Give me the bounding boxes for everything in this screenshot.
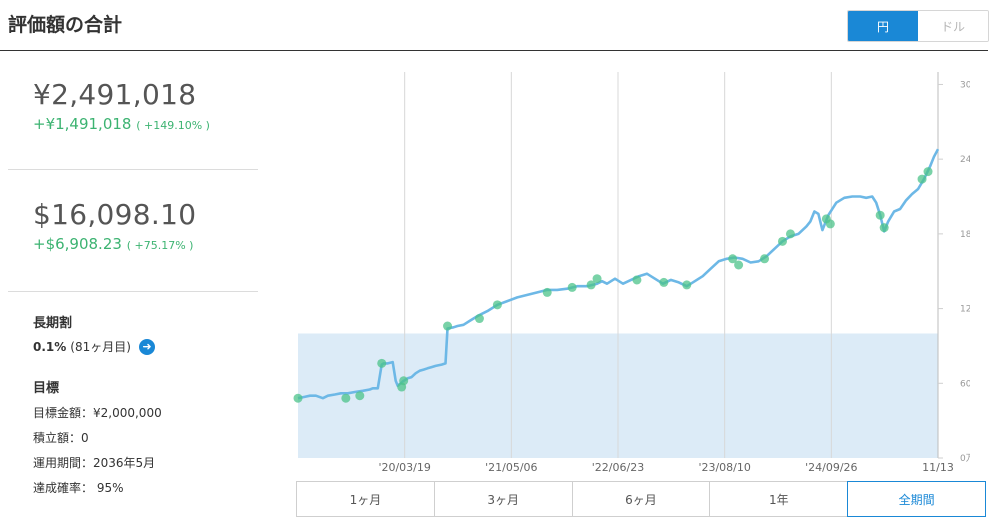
data-marker — [917, 174, 927, 184]
data-marker — [923, 167, 933, 177]
data-marker — [760, 254, 770, 264]
y-tick-label: 300万 — [960, 80, 970, 90]
page-title: 評価額の合計 — [8, 14, 123, 36]
data-marker — [632, 275, 642, 285]
data-marker — [734, 260, 744, 270]
yen-total: ¥2,491,018 — [33, 78, 197, 111]
data-marker — [377, 358, 387, 368]
data-marker — [474, 314, 484, 324]
tab-6-months[interactable]: 6ヶ月 — [573, 482, 711, 516]
tab-1-month[interactable]: 1ヶ月 — [297, 482, 435, 516]
goal-period: 運用期間：2036年5月 — [33, 456, 156, 470]
yen-summary: ¥2,491,018 +¥1,491,018 ( +149.10% ) — [8, 50, 258, 170]
tab-1-year[interactable]: 1年 — [710, 482, 849, 516]
data-marker — [443, 321, 453, 331]
x-tick-label: '23/08/10 — [698, 461, 750, 474]
data-marker — [777, 236, 787, 246]
data-marker — [567, 282, 577, 292]
header: 評価額の合計 円 ドル — [0, 0, 989, 51]
yen-gain: +¥1,491,018 ( +149.10% ) — [33, 115, 258, 133]
y-tick-label: 180万 — [960, 230, 970, 240]
summary-panel: ¥2,491,018 +¥1,491,018 ( +149.10% ) $16,… — [8, 50, 258, 496]
data-marker — [492, 300, 502, 310]
data-marker — [592, 274, 602, 284]
discount-label: 長期割 — [33, 316, 73, 331]
currency-usd-button[interactable]: ドル — [918, 11, 988, 41]
data-marker — [659, 277, 669, 287]
usd-gain-percent: ( +75.17% ) — [126, 239, 194, 252]
y-tick-label: 60万 — [960, 379, 970, 389]
valuation-chart: 0万 60万 120万 180万 240万 300万 '20/03/19 '21/05/06 '… — [293, 72, 970, 474]
data-marker — [542, 287, 552, 297]
data-marker — [341, 393, 351, 403]
discount-note: (81ヶ月目) — [70, 340, 131, 354]
tab-3-months[interactable]: 3ヶ月 — [435, 482, 573, 516]
yen-gain-amount: +¥1,491,018 — [33, 115, 132, 133]
usd-summary: $16,098.10 +$6,908.23 ( +75.17% ) — [8, 170, 258, 292]
usd-total: $16,098.10 — [33, 198, 197, 231]
x-tick-label: '21/05/06 — [485, 461, 537, 474]
data-marker — [586, 280, 596, 290]
currency-toggle: 円 ドル — [847, 10, 989, 42]
tab-all-time[interactable]: 全期間 — [847, 481, 986, 517]
x-tick-label: '22/06/23 — [592, 461, 644, 474]
yen-gain-percent: ( +149.10% ) — [136, 119, 210, 132]
goal-label: 目標 — [33, 381, 60, 396]
arrow-right-icon[interactable]: ➜ — [138, 338, 155, 355]
goal-target-amount: 目標金額：¥2,000,000 — [33, 406, 162, 420]
data-marker — [355, 391, 365, 401]
x-tick-label: '20/03/19 — [378, 461, 430, 474]
x-tick-label: 11/13 — [922, 461, 954, 474]
goal-probability: 達成確率： 95% — [33, 481, 124, 495]
data-marker — [875, 210, 885, 220]
y-tick-label: 240万 — [960, 155, 970, 165]
data-marker — [682, 280, 692, 290]
usd-gain-amount: +$6,908.23 — [33, 235, 122, 253]
series-line — [297, 148, 940, 400]
y-tick-label: 120万 — [960, 305, 970, 315]
x-tick-label: '24/09/26 — [805, 461, 857, 474]
data-marker — [879, 223, 889, 233]
usd-gain: +$6,908.23 ( +75.17% ) — [33, 235, 258, 253]
range-tabs: 1ヶ月 3ヶ月 6ヶ月 1年 全期間 — [296, 481, 986, 517]
goal-section: 目標 目標金額：¥2,000,000 積立額：0 運用期間：2036年5月 達成… — [33, 377, 258, 496]
data-marker — [785, 229, 795, 239]
data-marker — [728, 254, 738, 264]
data-marker — [825, 219, 835, 229]
currency-yen-button[interactable]: 円 — [848, 11, 918, 41]
goal-deposit: 積立額：0 — [33, 431, 89, 445]
details: 長期割 0.1% (81ヶ月目) ➜ 目標 目標金額：¥2,000,000 積立… — [8, 292, 258, 496]
discount-row: 0.1% (81ヶ月目) ➜ — [33, 338, 258, 355]
discount-value: 0.1% — [33, 339, 67, 354]
y-tick-label: 0万 — [960, 454, 970, 464]
data-marker — [293, 393, 303, 403]
data-marker — [399, 376, 409, 386]
